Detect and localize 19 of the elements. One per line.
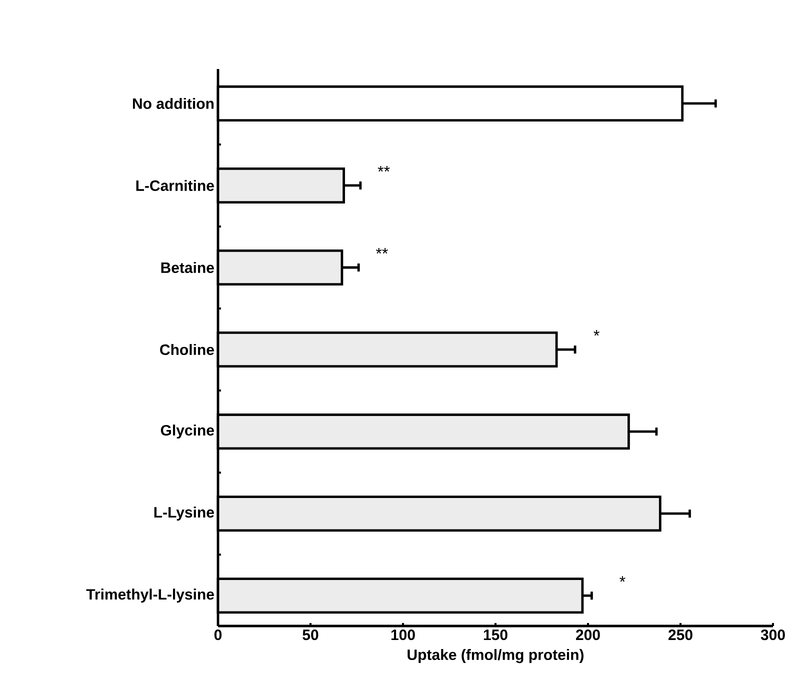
y-tick-label: Trimethyl-L-lysine [86,588,214,603]
y-tick-label: Betaine [161,262,214,274]
annotation: * [594,330,600,336]
x-tick-label: 0 [214,630,222,640]
x-tick-label: 100 [391,630,415,640]
x-tick-label: 250 [668,630,692,640]
y-tick-label: Glycine [160,424,214,439]
y-tick-label: No addition [132,98,214,109]
y-tick-label: L-Carnitine [136,180,214,191]
x-tick-label: 150 [484,630,508,640]
y-tick-label: L-Lysine [154,506,214,521]
x-tick-label: 300 [760,630,785,640]
x-tick-label: 50 [302,630,318,640]
y-tick-label: Choline [160,344,214,356]
annotation: * [620,576,626,582]
x-axis-title: Uptake (fmol/mg protein) [408,649,584,664]
x-tick-label: 200 [576,630,600,640]
annotation: ** [378,166,390,172]
annotation: ** [376,248,388,254]
